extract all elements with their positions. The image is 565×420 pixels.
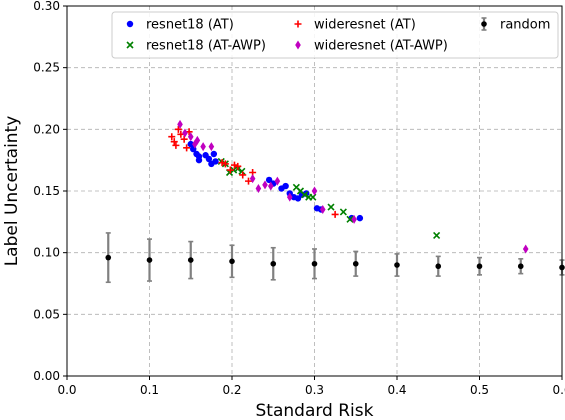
- legend-label: resnet18 (AT): [146, 18, 234, 33]
- data-point: [170, 138, 178, 146]
- data-point: [356, 214, 364, 222]
- data-point: [205, 155, 213, 163]
- data-point: [301, 191, 309, 199]
- data-point: [168, 133, 176, 141]
- y-tick-label: 0.10: [33, 246, 60, 260]
- data-point: [221, 160, 229, 168]
- data-point: [265, 176, 273, 184]
- data-point: [180, 135, 188, 143]
- x-tick-label: 0.5: [470, 383, 489, 397]
- data-point: [435, 263, 442, 270]
- y-tick-label: 0.05: [33, 307, 60, 321]
- series-wideresnet-at-awp: [177, 119, 529, 254]
- data-point: [319, 205, 326, 214]
- data-point: [200, 142, 206, 152]
- series-random: [105, 232, 565, 284]
- y-tick-label: 0.15: [33, 184, 60, 198]
- data-point: [194, 135, 201, 145]
- x-tick-label: 0.1: [140, 383, 159, 397]
- data-point: [105, 254, 112, 261]
- data-layer: [105, 119, 565, 284]
- data-point: [294, 195, 302, 202]
- series-wideresnet-at: [168, 125, 339, 218]
- data-point: [182, 128, 188, 138]
- legend-entry-resnet18-at: resnet18 (AT): [126, 18, 234, 33]
- data-point: [230, 161, 238, 169]
- legend-label: wideresnet (AT-AWP): [314, 39, 448, 54]
- data-point: [245, 177, 252, 185]
- data-point: [286, 192, 293, 202]
- legend-entry-resnet18-at-awp: resnet18 (AT-AWP): [126, 39, 266, 54]
- data-point: [522, 244, 529, 254]
- data-point: [146, 257, 153, 263]
- data-point: [311, 186, 318, 196]
- legend-entry-wideresnet-at-awp: wideresnet (AT-AWP): [295, 39, 448, 54]
- y-tick-label: 0.00: [33, 369, 60, 383]
- data-point: [195, 153, 203, 160]
- legend-entry-random: random: [481, 17, 550, 33]
- data-point: [351, 214, 357, 224]
- y-axis-label: Label Uncertainty: [2, 116, 22, 267]
- data-point: [234, 162, 242, 170]
- legend-label: wideresnet (AT): [314, 18, 416, 33]
- legend-marker: [126, 41, 134, 49]
- y-tick-label: 0.30: [33, 0, 60, 13]
- data-point: [274, 176, 281, 186]
- data-point: [267, 181, 274, 191]
- data-point: [270, 260, 277, 267]
- legend-box: [111, 11, 559, 59]
- legend-marker: [481, 21, 487, 27]
- data-point: [255, 184, 262, 194]
- data-point: [239, 171, 247, 179]
- data-point: [208, 142, 215, 152]
- legend-entry-wideresnet-at: wideresnet (AT): [294, 18, 416, 33]
- legend-label: random: [500, 18, 550, 33]
- data-point: [212, 158, 219, 165]
- data-point: [517, 263, 524, 270]
- legend-marker: [126, 20, 134, 28]
- data-point: [187, 132, 194, 142]
- data-point: [352, 260, 359, 267]
- data-point: [226, 166, 234, 174]
- data-point: [331, 210, 339, 218]
- data-point: [210, 150, 218, 158]
- data-point: [433, 231, 441, 239]
- data-point: [172, 141, 180, 149]
- data-point: [476, 263, 483, 270]
- data-point: [218, 159, 226, 167]
- plot-frame: [66, 5, 563, 377]
- data-point: [282, 182, 289, 190]
- series-resnet18-at-awp: [217, 157, 441, 239]
- data-point: [309, 193, 317, 201]
- data-point: [187, 257, 194, 263]
- legend-marker: [294, 20, 302, 28]
- data-point: [262, 180, 268, 190]
- data-point: [249, 174, 256, 184]
- data-point: [339, 208, 347, 216]
- data-point: [394, 262, 400, 268]
- x-tick-label: 0.4: [387, 383, 406, 397]
- x-tick-label: 0.0: [57, 383, 76, 397]
- legend-label: resnet18 (AT-AWP): [146, 39, 266, 54]
- data-point: [311, 260, 318, 267]
- axis-ticks: 0.0 0.1 0.2 0.3 0.4 0.5 0.6 0.00 0.05 0.10 0.15 0.2…: [33, 0, 565, 397]
- x-tick-label: 0.6: [552, 383, 565, 397]
- x-axis-label: Standard Risk: [256, 401, 374, 420]
- y-tick-label: 0.20: [33, 122, 60, 136]
- data-point: [177, 119, 183, 129]
- legend-marker: [295, 40, 301, 50]
- x-tick-label: 0.3: [305, 383, 324, 397]
- data-point: [174, 125, 182, 133]
- data-point: [327, 203, 335, 211]
- y-tick-label: 0.25: [33, 61, 60, 75]
- data-point: [229, 258, 235, 265]
- data-point: [187, 140, 194, 148]
- data-point: [346, 215, 354, 223]
- data-point: [183, 144, 191, 152]
- data-point: [238, 167, 246, 175]
- series-resnet18-at: [187, 140, 364, 222]
- x-tick-label: 0.2: [222, 383, 241, 397]
- legend: resnet18 (AT) resnet18 (AT-AWP) wideresnet…: [111, 11, 559, 59]
